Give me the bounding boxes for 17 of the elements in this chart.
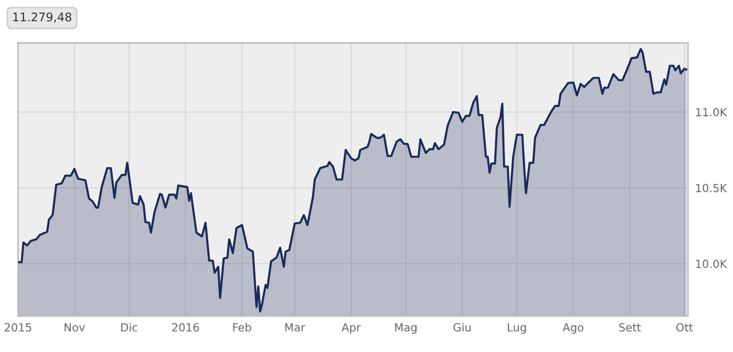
x-tick-label: Dic (121, 322, 138, 332)
x-tick-label: Ago (562, 323, 584, 334)
x-tick-label: Sett (619, 323, 641, 332)
text: 11.279,48 (13, 12, 72, 23)
y-tick-label: 10.0K (696, 260, 728, 268)
y-tick-label: 10.5K (696, 184, 728, 192)
x-tick-label: Ott (676, 323, 693, 332)
x-tick-label: Mar (285, 323, 306, 332)
y-tick-label: 11.0K (696, 108, 728, 116)
x-tick-label: Lug (508, 323, 526, 334)
x-tick-label: 2016 (172, 323, 199, 332)
x-tick-label: Nov (64, 323, 85, 332)
x-tick-label: Giu (453, 322, 471, 332)
x-tick-label: Feb (233, 322, 252, 332)
x-tick-label: 2015 (4, 323, 32, 332)
x-tick-label: Mag (395, 323, 417, 334)
x-tick-label: Apr (342, 323, 361, 334)
